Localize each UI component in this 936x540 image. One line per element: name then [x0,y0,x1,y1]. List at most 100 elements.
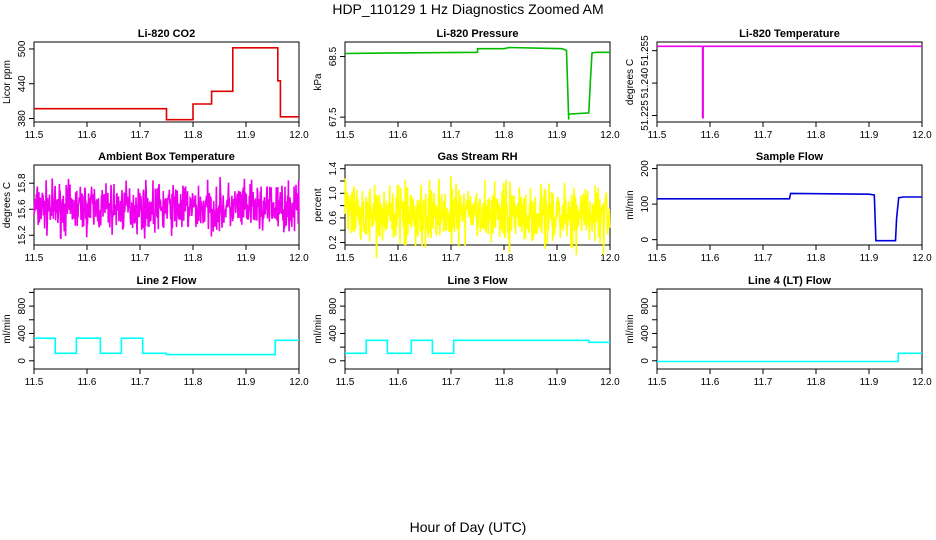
panel-title: Li-820 CO2 [138,28,195,40]
x-tick-label: 11.5 [336,130,355,141]
panel-title: Li-820 Pressure [437,28,519,40]
panel-title: Li-820 Temperature [739,28,840,40]
x-tick-label: 12.0 [289,253,309,264]
y-tick-label: 380 [17,110,28,127]
y-tick-label: 400 [17,325,28,342]
series-line [657,192,922,242]
x-tick-label: 11.7 [442,377,461,388]
series-line [344,175,611,259]
y-axis-label: degrees C [625,59,636,105]
x-tick-label: 12.0 [289,377,309,388]
y-tick-label: 800 [640,297,651,314]
x-axis-label: Hour of Day (UTC) [409,519,527,535]
x-tick-label: 12.0 [912,377,932,388]
panel-title: Gas Stream RH [437,151,517,163]
x-tick-label: 11.8 [184,253,203,264]
x-tick-label: 11.8 [184,377,203,388]
y-tick-label: 0 [640,358,651,364]
x-tick-label: 11.6 [701,253,720,264]
plot-frame [344,288,611,370]
x-tick-label: 11.7 [754,377,773,388]
y-tick-label: 68.5 [328,46,339,66]
panel-title: Sample Flow [756,151,824,163]
series-line [33,176,300,240]
y-tick-label: 67.5 [328,107,339,127]
plot-frame [33,41,300,123]
y-tick-label: 400 [328,325,339,342]
series-line [345,339,610,355]
x-tick-label: 11.9 [860,130,879,141]
y-tick-label: 0 [640,236,651,242]
x-tick-label: 11.7 [131,253,150,264]
series-line [34,46,299,121]
panel-5: Gas Stream RH 11.5 11.6 11.7 11.8 11.9 12.0 0.2… [313,151,620,264]
y-tick-label: 500 [17,40,28,57]
y-tick-label: 440 [17,75,28,92]
panel-title: Line 3 Flow [448,275,508,287]
y-tick-label: 0.6 [328,211,339,225]
x-tick-label: 11.5 [648,377,667,388]
plot-frame [33,288,300,370]
x-tick-label: 11.7 [131,377,150,388]
y-tick-label: 0 [17,358,28,364]
panel-3: Li-820 Temperature 11.5 11.6 11.7 11.8 11.9 12… [625,28,932,141]
y-tick-label: 51.240 [640,67,651,98]
panel-1: Li-820 CO2 11.5 11.6 11.7 11.8 11.9 12.0 380 440… [2,28,309,141]
x-tick-label: 11.9 [860,377,879,388]
y-axis-label: ml/min [625,190,636,219]
x-tick-label: 11.8 [807,253,826,264]
x-tick-label: 11.6 [389,253,408,264]
x-tick-label: 11.8 [495,130,514,141]
x-tick-label: 11.5 [336,253,355,264]
y-tick-label: 51.225 [640,100,651,131]
y-tick-label: 15.8 [17,173,28,193]
x-tick-label: 11.8 [495,377,514,388]
x-tick-label: 11.6 [78,130,97,141]
y-tick-label: 15.6 [17,199,28,219]
x-tick-label: 12.0 [600,253,620,264]
series-line [657,45,922,119]
y-tick-label: 15.2 [17,225,28,245]
x-tick-label: 11.8 [495,253,514,264]
panel-7: Line 2 Flow 11.5 11.6 11.7 11.8 11.9 12.0 0 400 8… [2,275,309,388]
plot-frame [656,288,923,370]
x-tick-label: 11.7 [442,130,461,141]
x-tick-label: 11.9 [237,253,256,264]
y-tick-label: 100 [640,195,651,212]
y-axis-label: degrees C [2,182,13,228]
x-tick-label: 11.6 [78,253,97,264]
panel-2: Li-820 Pressure 11.5 11.6 11.7 11.8 11.9 12.0 6… [313,28,620,141]
x-tick-label: 11.5 [648,253,667,264]
x-tick-label: 11.5 [648,130,667,141]
panel-6: Sample Flow 11.5 11.6 11.7 11.8 11.9 12.0 0 100 2… [625,151,932,264]
y-tick-label: 400 [640,325,651,342]
y-tick-label: 800 [328,297,339,314]
x-tick-label: 11.7 [754,253,773,264]
x-tick-label: 11.7 [754,130,773,141]
y-axis-label: Licor ppm [2,60,13,104]
x-tick-label: 12.0 [912,253,932,264]
x-tick-label: 11.5 [25,377,44,388]
x-tick-label: 11.9 [237,130,256,141]
y-tick-label: 1.0 [328,186,339,200]
plot-frame [344,41,611,123]
x-tick-label: 11.8 [807,130,826,141]
x-tick-label: 11.9 [548,377,567,388]
series-line [344,46,610,120]
panel-title: Line 2 Flow [137,275,197,287]
y-axis-label: ml/min [313,314,324,343]
x-tick-label: 11.6 [78,377,97,388]
page-title: HDP_110129 1 Hz Diagnostics Zoomed AM [332,1,604,17]
y-tick-label: 0 [328,358,339,364]
series-line [34,337,299,356]
x-tick-label: 11.9 [860,253,879,264]
series-line [657,352,922,363]
y-tick-label: 1.4 [328,161,339,175]
y-axis-label: percent [313,188,324,222]
x-tick-label: 11.6 [389,130,408,141]
x-tick-label: 12.0 [600,130,620,141]
x-tick-label: 11.9 [548,130,567,141]
plot-frame [656,41,923,123]
panel-4: Ambient Box Temperature 11.5 11.6 11.7 11.8 1… [2,151,309,264]
